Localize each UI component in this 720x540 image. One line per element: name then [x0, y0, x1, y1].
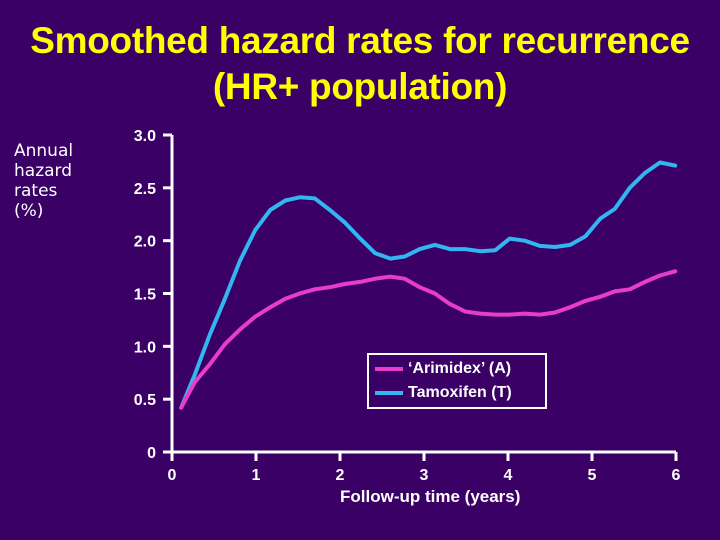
- x-tick-label: 1: [252, 467, 261, 484]
- y-axis-label: Annual hazard rates (%): [14, 141, 73, 221]
- x-tick-label: 5: [588, 467, 597, 484]
- x-axis-label: Follow-up time (years): [340, 487, 521, 506]
- legend-item-arimidex: ‘Arimidex’ (A): [375, 360, 511, 378]
- legend-item-tamoxifen: Tamoxifen (T): [375, 384, 512, 402]
- arimidex-line: [179, 269, 678, 410]
- x-tick-label: 2: [336, 467, 345, 484]
- tamoxifen-swatch-icon: [375, 391, 403, 395]
- arimidex-swatch-icon: [375, 367, 403, 371]
- y-axis-label-line: (%): [14, 201, 44, 221]
- y-tick-label: 2.5: [134, 181, 156, 198]
- legend-label: ‘Arimidex’ (A): [408, 360, 512, 377]
- x-tick-label: 3: [420, 467, 429, 484]
- y-axis-label-line: rates: [14, 181, 58, 201]
- y-axis-label-line: hazard: [14, 161, 73, 181]
- legend: ‘Arimidex’ (A) Tamoxifen (T): [367, 353, 547, 409]
- y-tick-label: 3.0: [134, 128, 156, 145]
- x-tick-label: 6: [672, 467, 681, 484]
- x-tick-label: 4: [504, 467, 513, 484]
- tamoxifen-line: [179, 160, 678, 410]
- y-tick-label: 2.0: [134, 234, 156, 251]
- x-ticks: 0 1 2 3 4 5 6: [168, 452, 681, 484]
- y-tick-label: 1.5: [134, 287, 156, 304]
- legend-label: Tamoxifen (T): [408, 384, 512, 401]
- x-tick-label: 0: [168, 467, 177, 484]
- y-tick-label: 0: [147, 445, 156, 462]
- y-ticks: 0 0.5 1.0 1.5 2.0 2.5 3.0: [134, 128, 172, 462]
- chart-title-line1: Smoothed hazard rates for recurrence: [30, 20, 690, 61]
- chart-title: Smoothed hazard rates for recurrence (HR…: [0, 18, 720, 110]
- y-tick-label: 1.0: [134, 339, 156, 356]
- chart-title-line2: (HR+ population): [212, 66, 508, 107]
- y-axis-label-line: Annual: [14, 141, 74, 161]
- y-tick-label: 0.5: [134, 392, 156, 409]
